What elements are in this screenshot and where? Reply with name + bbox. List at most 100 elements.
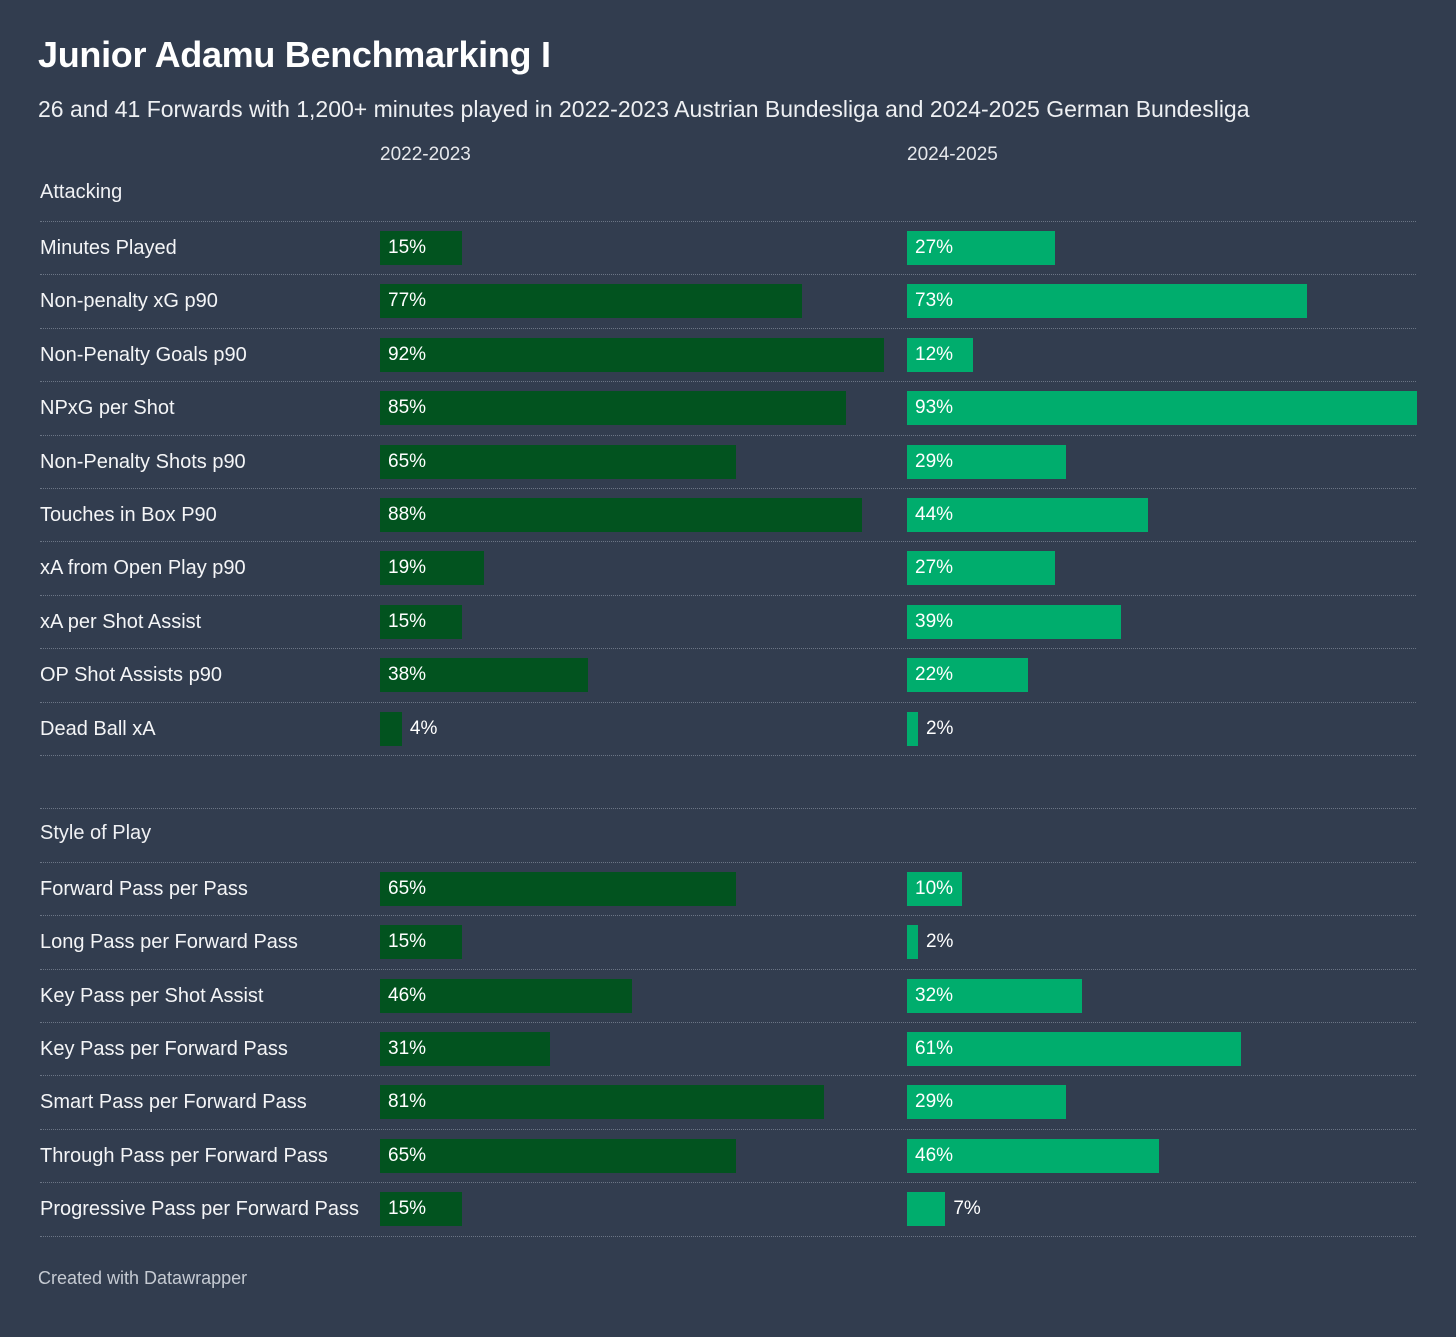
row-1-2-label: Key Pass per Shot Assist	[40, 984, 264, 1007]
row-0-9-2024-value: 2%	[925, 717, 954, 739]
row-1-0-2022-bar	[380, 871, 737, 906]
row-0-7-2024-value: 39%	[915, 610, 954, 632]
row-0-6-2022-value: 19%	[388, 557, 427, 579]
row-divider	[40, 327, 1416, 329]
footer-credit: Created with Datawrapper	[38, 1268, 248, 1288]
row-divider	[40, 1128, 1416, 1130]
row-1-1-2024-value: 2%	[925, 931, 954, 953]
row-1-2-2024-bar	[907, 978, 1083, 1013]
row-0-6-2024-value: 27%	[915, 557, 954, 579]
row-1-4-2024-value: 29%	[915, 1091, 954, 1113]
column-header-2022-2023: 2022-2023	[380, 144, 471, 165]
row-0-0-2024-value: 27%	[915, 237, 954, 258]
row-0-1-label: Non-penalty xG p90	[40, 290, 218, 313]
row-1-0-label: Forward Pass per Pass	[40, 877, 248, 900]
row-0-2-2022-bar	[380, 337, 885, 372]
row-0-0-2022-bar	[380, 231, 463, 265]
row-1-0-2024-bar	[907, 871, 962, 906]
row-0-1-2024-bar	[907, 284, 1308, 319]
row-1-4-2022-bar	[380, 1085, 824, 1120]
row-0-5-label: Touches in Box P90	[40, 504, 217, 526]
row-0-3-2024-value: 93%	[915, 397, 954, 419]
row-divider	[40, 1182, 1416, 1184]
row-0-1-2022-value: 77%	[388, 290, 427, 312]
row-0-0-2024-bar	[907, 231, 1055, 265]
row-1-5-2024-value: 46%	[915, 1144, 954, 1166]
row-0-5-2024-bar	[907, 498, 1149, 532]
row-1-1-2024-bar	[907, 925, 918, 960]
row-divider	[40, 594, 1416, 596]
row-0-9-2022-value: 4%	[409, 717, 438, 739]
row-divider	[40, 648, 1416, 650]
row-1-4-2024-bar	[907, 1085, 1066, 1120]
row-0-5-2022-value: 88%	[388, 504, 427, 525]
row-divider	[40, 1075, 1416, 1077]
row-0-8-2024-bar	[907, 658, 1028, 693]
row-divider	[40, 541, 1416, 543]
row-0-4-2022-value: 65%	[388, 450, 427, 472]
row-0-3-2022-bar	[380, 391, 846, 426]
section-label-0: Attacking	[40, 181, 123, 203]
row-0-2-2024-value: 12%	[915, 343, 954, 365]
row-0-5-2022-bar	[380, 498, 863, 532]
row-0-7-label: xA per Shot Assist	[40, 610, 202, 633]
section-label-1: Style of Play	[40, 821, 152, 844]
row-divider	[40, 915, 1416, 917]
row-1-5-2024-bar	[907, 1138, 1160, 1173]
row-divider	[40, 701, 1416, 703]
row-1-3-label: Key Pass per Forward Pass	[40, 1038, 288, 1060]
row-1-4-2022-value: 81%	[388, 1091, 427, 1113]
row-0-0-2022-value: 15%	[388, 237, 427, 258]
row-1-3-2022-value: 31%	[388, 1038, 427, 1059]
row-0-1-2022-bar	[380, 284, 802, 319]
spacer-rule	[40, 808, 1416, 810]
chart-title: Junior Adamu Benchmarking I	[38, 34, 551, 75]
row-0-3-2022-value: 85%	[388, 397, 427, 419]
chart-subtitle: 26 and 41 Forwards with 1,200+ minutes p…	[38, 96, 1250, 122]
row-0-4-2024-value: 29%	[915, 450, 954, 472]
row-0-5-2024-value: 44%	[915, 504, 954, 525]
row-1-3-2024-value: 61%	[915, 1038, 954, 1059]
row-1-0-2024-value: 10%	[915, 877, 954, 899]
row-1-2-2024-value: 32%	[915, 984, 954, 1006]
row-1-5-2022-bar	[380, 1138, 737, 1173]
section-rule	[40, 221, 1416, 222]
row-1-6-2024-bar	[907, 1192, 946, 1227]
row-divider	[40, 1022, 1416, 1023]
row-0-6-label: xA from Open Play p90	[40, 557, 246, 580]
row-1-2-2022-value: 46%	[388, 984, 427, 1006]
row-1-3-2024-bar	[907, 1032, 1242, 1066]
row-0-2-label: Non-Penalty Goals p90	[40, 343, 247, 366]
row-0-8-label: OP Shot Assists p90	[40, 664, 222, 687]
row-divider	[40, 381, 1416, 383]
row-0-7-2024-bar	[907, 604, 1121, 639]
row-0-8-2022-bar	[380, 658, 589, 693]
row-1-5-label: Through Pass per Forward Pass	[40, 1144, 328, 1167]
row-1-3-2022-bar	[380, 1032, 550, 1066]
row-0-9-2024-bar	[907, 711, 918, 746]
row-1-1-2022-value: 15%	[388, 931, 427, 953]
row-1-4-label: Smart Pass per Forward Pass	[40, 1091, 307, 1114]
row-0-7-2022-bar	[380, 604, 463, 639]
row-0-7-2022-value: 15%	[388, 610, 427, 632]
row-1-5-2022-value: 65%	[388, 1144, 427, 1166]
row-0-2-2022-value: 92%	[388, 343, 427, 365]
row-0-9-label: Dead Ball xA	[40, 717, 156, 740]
row-0-3-2024-bar	[907, 391, 1417, 426]
row-0-0-label: Minutes Played	[40, 237, 177, 259]
row-divider	[40, 274, 1416, 276]
row-1-2-2022-bar	[380, 978, 633, 1013]
row-1-0-2022-value: 65%	[388, 877, 427, 899]
row-1-1-label: Long Pass per Forward Pass	[40, 931, 298, 954]
row-1-6-2024-value: 7%	[953, 1198, 981, 1220]
row-0-4-2022-bar	[380, 444, 737, 479]
row-divider	[40, 755, 1416, 756]
row-0-9-2022-bar	[380, 711, 402, 746]
row-0-6-2022-bar	[380, 551, 485, 586]
row-0-2-2024-bar	[907, 337, 973, 372]
row-divider	[40, 1235, 1416, 1237]
row-0-1-2024-value: 73%	[915, 290, 954, 312]
row-0-6-2024-bar	[907, 551, 1055, 586]
row-1-6-2022-value: 15%	[388, 1198, 427, 1220]
